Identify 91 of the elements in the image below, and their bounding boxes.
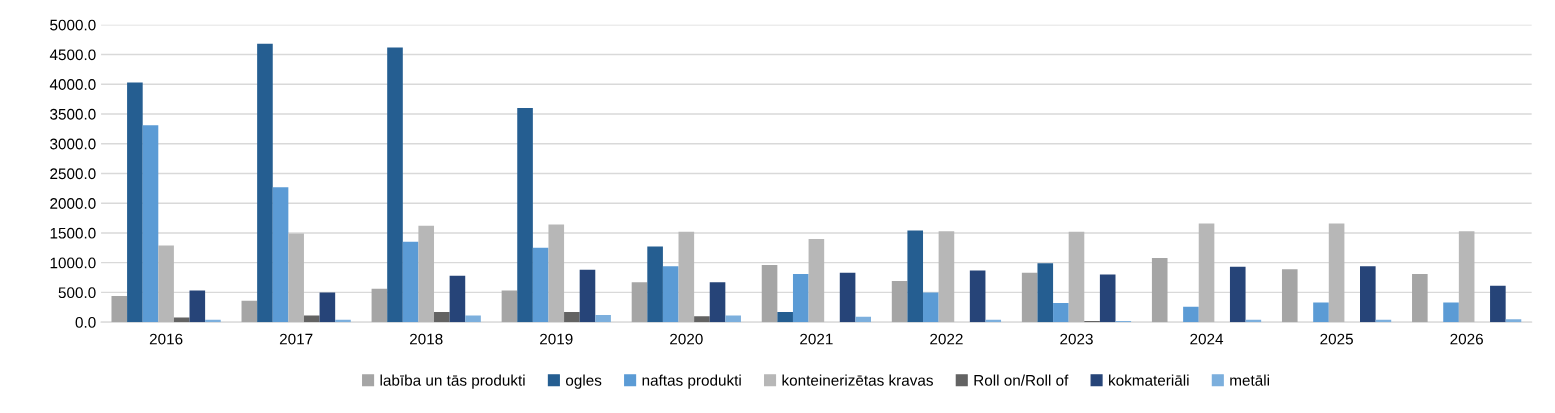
bar: [418, 225, 435, 323]
bar: [1053, 303, 1069, 323]
bar: [579, 269, 596, 323]
bar: [631, 282, 648, 323]
bar: [678, 231, 695, 323]
bar: [319, 292, 336, 323]
bar: [241, 300, 258, 323]
bar: [257, 43, 273, 323]
bar: [709, 282, 726, 323]
bar: [808, 238, 825, 323]
x-tick-label: 2016: [149, 333, 183, 345]
bar: [694, 316, 710, 323]
bar: [532, 247, 549, 323]
bar: [158, 245, 174, 323]
bar: [1099, 274, 1116, 323]
bar: [777, 312, 793, 323]
bar: [1458, 231, 1475, 323]
bar: [907, 230, 924, 323]
bar: [647, 246, 663, 323]
bar: [761, 265, 778, 323]
bar: [839, 272, 856, 323]
bar: [564, 312, 580, 323]
bar: [725, 315, 741, 323]
x-tick-label: 2021: [800, 333, 833, 345]
legend-label: metāli: [1230, 374, 1269, 386]
x-tick-label: 2019: [540, 333, 573, 345]
bar: [434, 312, 450, 323]
bar: [1281, 269, 1298, 323]
x-tick-label: 2023: [1060, 333, 1093, 345]
bar: [501, 290, 518, 323]
x-tick-label: 2026: [1450, 333, 1483, 345]
bar: [173, 317, 190, 323]
y-tick-label: 0.0: [75, 317, 96, 328]
bar: [855, 316, 871, 323]
bar: [969, 270, 986, 323]
bar: [142, 125, 159, 323]
x-tick-label: 2025: [1320, 333, 1353, 345]
bar: [1229, 266, 1246, 323]
y-tick-label: 2500.0: [50, 168, 96, 180]
bar: [938, 231, 955, 323]
bar: [548, 224, 565, 323]
bar: [371, 288, 388, 323]
legend-label: naftas produkti: [642, 374, 741, 389]
bar: [402, 241, 419, 323]
x-tick-label: 2024: [1190, 333, 1224, 345]
x-tick-label: 2018: [409, 333, 443, 345]
y-tick-label: 1000.0: [50, 257, 96, 269]
bar: [1328, 223, 1345, 323]
legend-label: kokmateriāli: [1109, 374, 1189, 386]
bar: [1412, 273, 1428, 323]
y-tick-label: 3000.0: [50, 138, 96, 150]
y-tick-label: 500.0: [58, 287, 96, 299]
bar: [1505, 319, 1522, 323]
x-tick-label: 2017: [279, 333, 313, 345]
bar: [1068, 231, 1085, 323]
y-tick-label: 3500.0: [50, 108, 96, 120]
bar: [1151, 257, 1168, 323]
bar: [1021, 272, 1038, 323]
bar: [449, 275, 466, 323]
bar: [111, 295, 128, 323]
bar: [595, 315, 611, 323]
bar: [1313, 302, 1329, 323]
bar: [891, 281, 908, 323]
bar: [1360, 266, 1376, 323]
y-tick-label: 4500.0: [49, 49, 96, 61]
bar: [127, 82, 143, 323]
bar: [517, 108, 533, 323]
bar: [923, 292, 939, 323]
bar: [387, 47, 403, 323]
y-tick-label: 4000.0: [49, 79, 96, 90]
y-tick-label: 5000.0: [50, 19, 96, 31]
bar: [1198, 223, 1215, 323]
legend-label: labība un tās produkti: [380, 374, 525, 389]
bar: [1443, 302, 1459, 323]
x-tick-label: 2022: [930, 333, 963, 345]
y-tick-label: 2000.0: [50, 198, 96, 209]
bar: [662, 266, 679, 323]
legend-label: Roll on/Roll of: [974, 374, 1069, 386]
legend-label: konteinerizētas kravas: [782, 374, 933, 386]
bar: [303, 315, 320, 323]
bar: [288, 233, 304, 323]
bar: [1037, 263, 1054, 323]
legend-label: ogles: [565, 374, 602, 389]
bar: [792, 273, 809, 323]
bar: [1183, 306, 1199, 323]
bar: [1490, 285, 1506, 323]
bar: [189, 290, 206, 323]
x-tick-label: 2020: [670, 333, 703, 345]
bar: [465, 315, 481, 323]
bar: [272, 187, 289, 323]
y-tick-label: 1500.0: [50, 227, 96, 239]
